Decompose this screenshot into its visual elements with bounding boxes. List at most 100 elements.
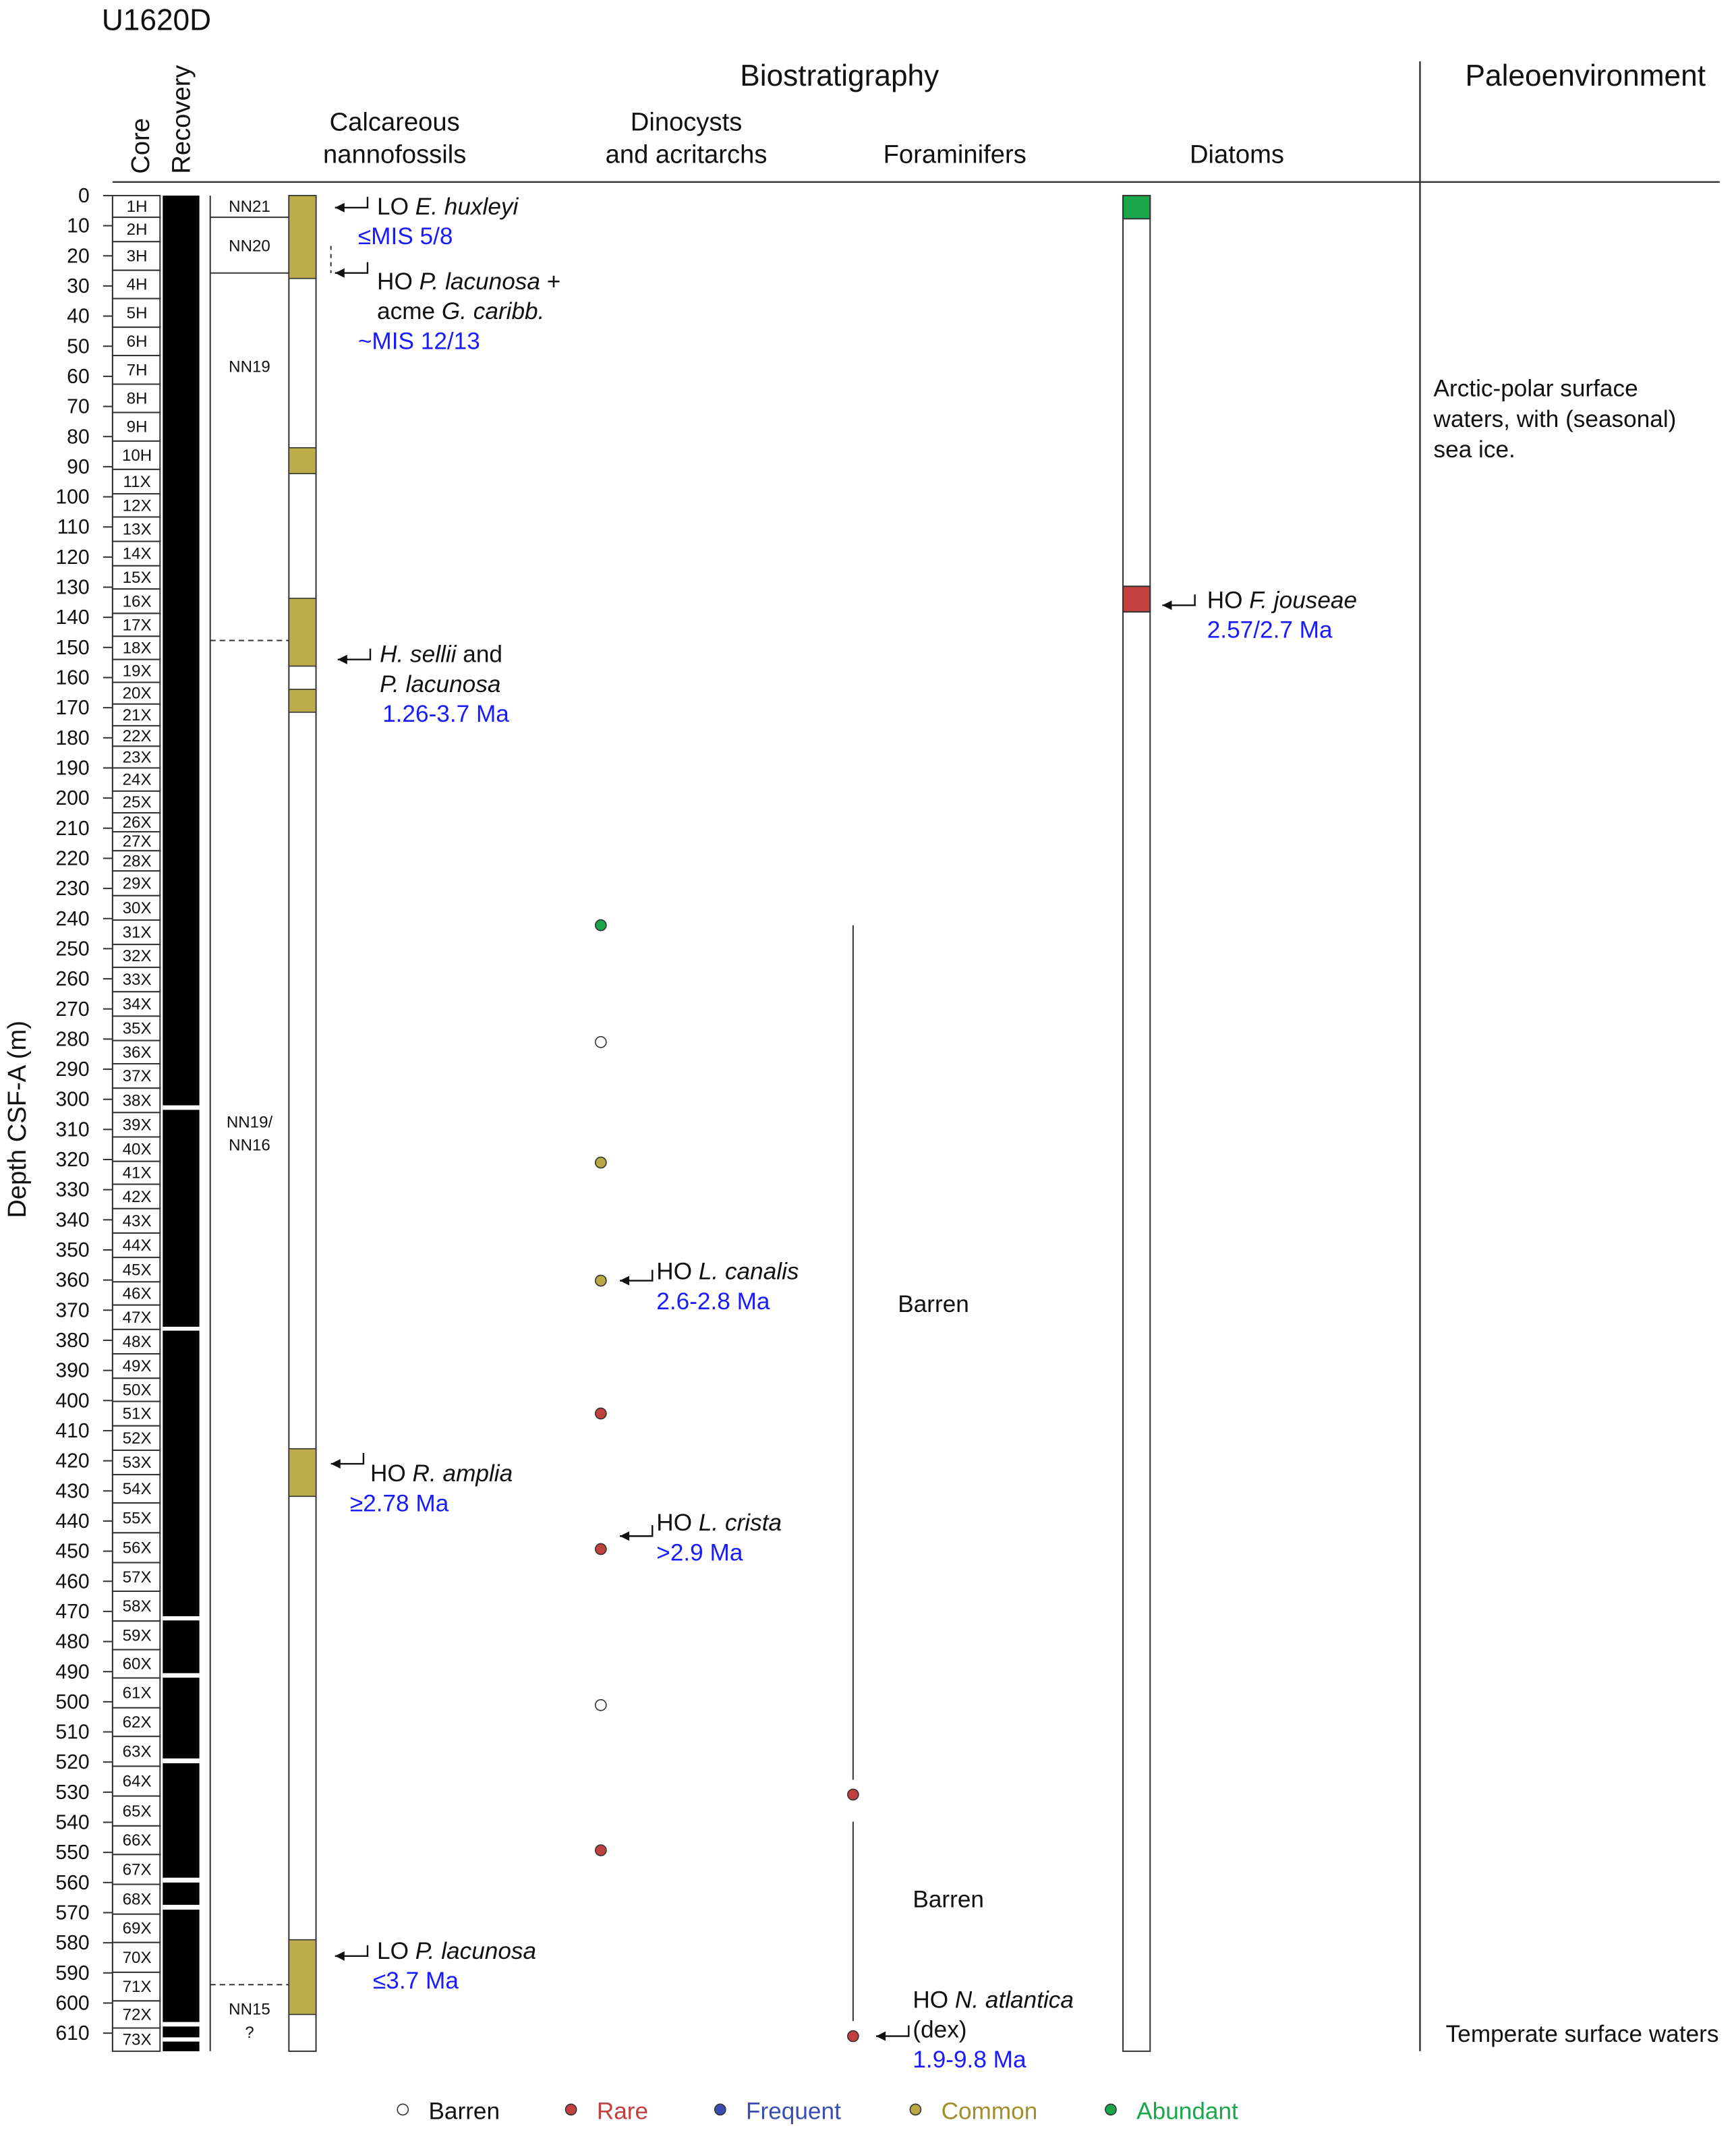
core-label: 52X [123,1429,152,1448]
core-label: 58X [123,1597,152,1616]
legend-label: Common [942,2098,1038,2124]
core-box [111,1765,161,1797]
core-box [111,1649,161,1679]
depth-tick-label: 420 [55,1450,89,1473]
core-box [111,269,161,299]
depth-tick-label: 330 [55,1179,89,1201]
core-box [111,703,161,726]
zone-label: NN20 [229,237,270,255]
core-label: 42X [123,1188,152,1206]
depth-tick-label: 50 [67,335,90,358]
core-label: 25X [123,793,152,811]
core-box [111,588,161,615]
depth-tick-label: 590 [55,1962,89,1985]
core-label: 31X [123,923,152,942]
core-box [111,326,161,357]
sample-dot [594,1698,607,1711]
depth-tick-label: 440 [55,1510,89,1533]
core-box [111,850,161,872]
datum-age: ≤3.7 Ma [373,1968,459,1994]
core-label: 59X [123,1626,152,1645]
core-box [111,1474,161,1504]
core-label: 44X [123,1236,152,1255]
depth-tick-label: 600 [55,1993,89,2015]
depth-tick-label: 380 [55,1330,89,1352]
core-label: 23X [123,748,152,766]
core-label: 69X [123,1920,152,1938]
core-box [111,1883,161,1915]
depth-tick-label: 580 [55,1932,89,1954]
core-label: 38X [123,1091,152,1110]
recovery-bar [163,195,200,2051]
depth-tick-label: 30 [67,275,90,297]
core-label: 72X [123,2005,152,2024]
core-label: 33X [123,971,152,989]
core-box [111,383,161,413]
zone-label: ? [245,2024,254,2042]
datum-label-part: H. sellii [380,641,457,668]
datum-label: HO R. amplia [370,1460,513,1487]
datum-label-part: HO [377,268,419,295]
zone-label: NN15 [229,2001,270,2019]
datum-label: H. sellii and [380,641,502,668]
core-label: 47X [123,1309,152,1327]
arrow-head [335,202,345,212]
core-label: 3H [127,248,148,266]
core-label: 2H [127,221,148,239]
core-box [111,241,161,271]
core-label: 45X [123,1261,152,1279]
barren-label: Barren [913,1887,984,1913]
core-label: 53X [123,1454,152,1472]
depth-tick-label: 610 [55,2022,89,2045]
depth-tick-label: 190 [55,758,89,780]
datum-label: (dex) [913,2017,966,2043]
core-box [111,724,161,747]
zone-label: NN19/ [227,1113,273,1131]
datum-age: ~MIS 12/13 [358,328,480,354]
depth-tick-label: 370 [55,1299,89,1321]
datum-arrow [335,1945,369,1957]
core-label: 54X [123,1480,152,1498]
nanno-common-interval [288,689,317,713]
arrow-head [619,1276,630,1286]
datum-age: 1.9-9.8 Ma [913,2047,1026,2073]
core-label: 8H [127,390,148,408]
core-label: 15X [123,569,152,587]
column-header: Calcareous [330,107,460,136]
column-header: Diatoms [1190,140,1284,169]
recovery-gap [163,1105,200,1110]
depth-tick-label: 200 [55,787,89,809]
arrow-head [876,2031,886,2041]
core-label: 46X [123,1285,152,1303]
core-box [111,1281,161,1306]
sample-dot [594,919,607,932]
core-label: 35X [123,1020,152,1038]
depth-tick-label: 40 [67,306,90,328]
biostratigraphy-header: Biostratigraphy [740,59,939,92]
core-box [111,1677,161,1709]
core-label: 12X [123,496,152,515]
core-label: 56X [123,1539,152,1557]
recovery-gap [163,1904,200,1910]
core-box [111,1136,161,1162]
sample-dot [847,2030,859,2043]
legend-label: Abundant [1136,2098,1238,2124]
core-box [111,1795,161,1827]
column-header: Dinocysts [631,107,743,136]
core-label: 73X [123,2031,152,2049]
legend-label: Barren [428,2098,500,2124]
core-box [111,355,161,385]
core-box [111,1112,161,1138]
core-box [111,1736,161,1767]
depth-tick-label: 70 [67,396,90,418]
datum-arrow [1162,594,1196,606]
core-label: 61X [123,1684,152,1703]
core-box [111,2000,161,2029]
recovery-gap [163,1616,200,1621]
depth-tick-label: 230 [55,878,89,900]
core-label: 22X [123,727,152,745]
paleo-note: Arctic-polar surface [1434,376,1638,402]
depth-tick-label: 110 [57,516,90,538]
recovery-gap [163,1673,200,1678]
